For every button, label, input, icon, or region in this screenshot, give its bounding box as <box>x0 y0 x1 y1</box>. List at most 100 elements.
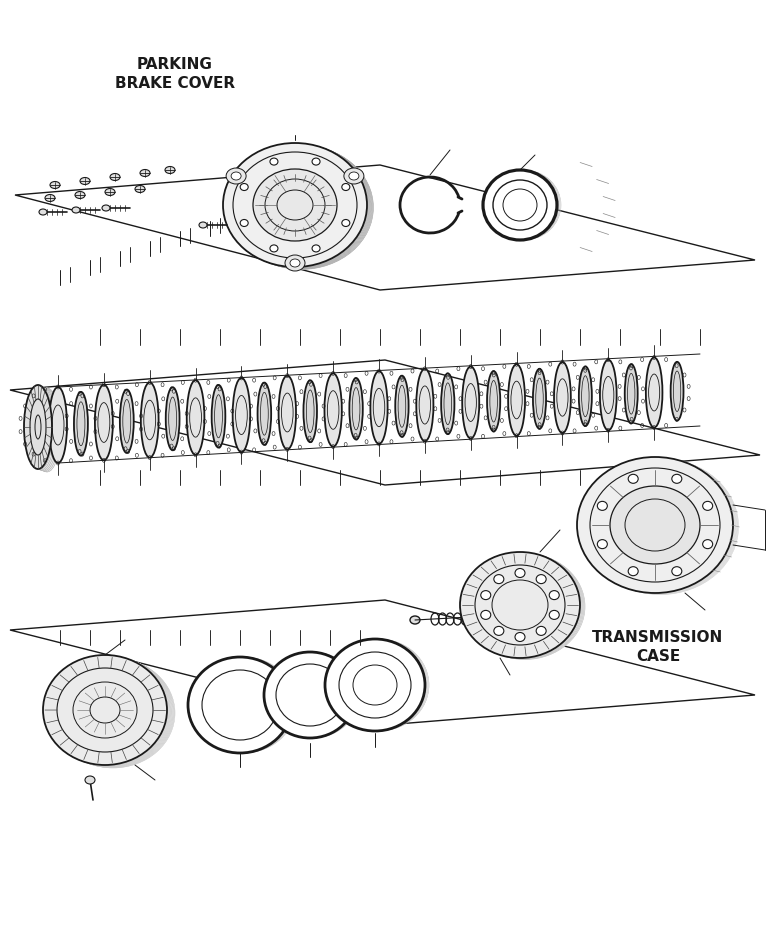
Ellipse shape <box>226 168 246 184</box>
Ellipse shape <box>349 378 363 439</box>
Ellipse shape <box>72 207 80 213</box>
Ellipse shape <box>577 457 734 593</box>
Ellipse shape <box>43 655 167 765</box>
Ellipse shape <box>230 145 373 269</box>
Ellipse shape <box>417 369 434 441</box>
Ellipse shape <box>257 383 271 445</box>
Ellipse shape <box>583 459 738 595</box>
Ellipse shape <box>49 658 173 768</box>
Ellipse shape <box>47 657 171 767</box>
Ellipse shape <box>278 376 296 450</box>
Polygon shape <box>10 360 760 485</box>
Ellipse shape <box>628 475 638 483</box>
Ellipse shape <box>253 169 337 241</box>
Ellipse shape <box>494 574 504 584</box>
Ellipse shape <box>581 458 737 594</box>
Ellipse shape <box>598 501 608 511</box>
Ellipse shape <box>75 191 85 199</box>
Ellipse shape <box>481 590 491 599</box>
Ellipse shape <box>24 385 52 469</box>
Ellipse shape <box>49 387 67 463</box>
Ellipse shape <box>550 590 559 599</box>
Ellipse shape <box>188 657 292 753</box>
Ellipse shape <box>533 369 546 428</box>
Ellipse shape <box>30 387 58 471</box>
Polygon shape <box>15 165 755 290</box>
Ellipse shape <box>33 388 61 472</box>
Ellipse shape <box>342 183 350 191</box>
Ellipse shape <box>349 172 359 180</box>
Ellipse shape <box>95 385 113 461</box>
Ellipse shape <box>598 539 608 549</box>
Ellipse shape <box>48 657 172 767</box>
Ellipse shape <box>580 458 736 594</box>
Ellipse shape <box>487 371 500 431</box>
Ellipse shape <box>141 382 158 458</box>
Ellipse shape <box>703 501 713 511</box>
Ellipse shape <box>225 143 369 267</box>
Ellipse shape <box>494 626 504 635</box>
Ellipse shape <box>270 158 278 165</box>
Ellipse shape <box>536 626 547 635</box>
Text: TRANSMISSION
CASE: TRANSMISSION CASE <box>592 630 724 663</box>
Ellipse shape <box>285 255 305 271</box>
Polygon shape <box>10 600 755 725</box>
Ellipse shape <box>581 458 737 594</box>
Ellipse shape <box>515 633 525 642</box>
Ellipse shape <box>703 539 713 549</box>
Ellipse shape <box>464 553 584 660</box>
Ellipse shape <box>671 362 683 421</box>
Ellipse shape <box>625 364 638 424</box>
Ellipse shape <box>50 658 174 768</box>
Ellipse shape <box>228 145 372 269</box>
Ellipse shape <box>461 552 581 659</box>
Ellipse shape <box>240 219 248 227</box>
Ellipse shape <box>199 222 207 228</box>
Ellipse shape <box>672 567 682 575</box>
Ellipse shape <box>80 178 90 184</box>
Ellipse shape <box>240 183 248 191</box>
Ellipse shape <box>508 364 525 436</box>
Ellipse shape <box>342 219 350 227</box>
Ellipse shape <box>46 656 169 766</box>
Ellipse shape <box>554 362 570 433</box>
Ellipse shape <box>460 552 580 658</box>
Ellipse shape <box>227 144 371 268</box>
Ellipse shape <box>224 143 368 267</box>
Ellipse shape <box>231 172 241 180</box>
Ellipse shape <box>579 366 592 426</box>
Ellipse shape <box>483 170 557 240</box>
Ellipse shape <box>39 209 47 215</box>
Ellipse shape <box>140 169 150 177</box>
Ellipse shape <box>290 259 300 267</box>
Ellipse shape <box>51 658 175 768</box>
Ellipse shape <box>110 174 120 180</box>
Ellipse shape <box>312 245 320 252</box>
Ellipse shape <box>370 371 387 444</box>
Ellipse shape <box>579 458 735 594</box>
Ellipse shape <box>462 552 582 659</box>
Ellipse shape <box>102 205 110 211</box>
Ellipse shape <box>395 376 409 437</box>
Ellipse shape <box>45 194 55 202</box>
Ellipse shape <box>600 360 617 430</box>
Ellipse shape <box>481 610 491 620</box>
Ellipse shape <box>44 655 168 765</box>
Ellipse shape <box>29 387 56 471</box>
Ellipse shape <box>226 144 370 268</box>
Ellipse shape <box>462 366 479 438</box>
Ellipse shape <box>32 388 60 472</box>
Ellipse shape <box>325 639 425 731</box>
Ellipse shape <box>135 186 145 192</box>
Text: PARKING
BRAKE COVER: PARKING BRAKE COVER <box>115 57 235 91</box>
Ellipse shape <box>410 616 420 624</box>
Ellipse shape <box>582 459 738 595</box>
Ellipse shape <box>441 374 455 434</box>
Ellipse shape <box>550 610 559 620</box>
Ellipse shape <box>515 569 525 577</box>
Ellipse shape <box>264 652 356 738</box>
Ellipse shape <box>45 656 169 766</box>
Ellipse shape <box>212 385 226 448</box>
Ellipse shape <box>26 386 53 470</box>
Ellipse shape <box>463 553 583 659</box>
